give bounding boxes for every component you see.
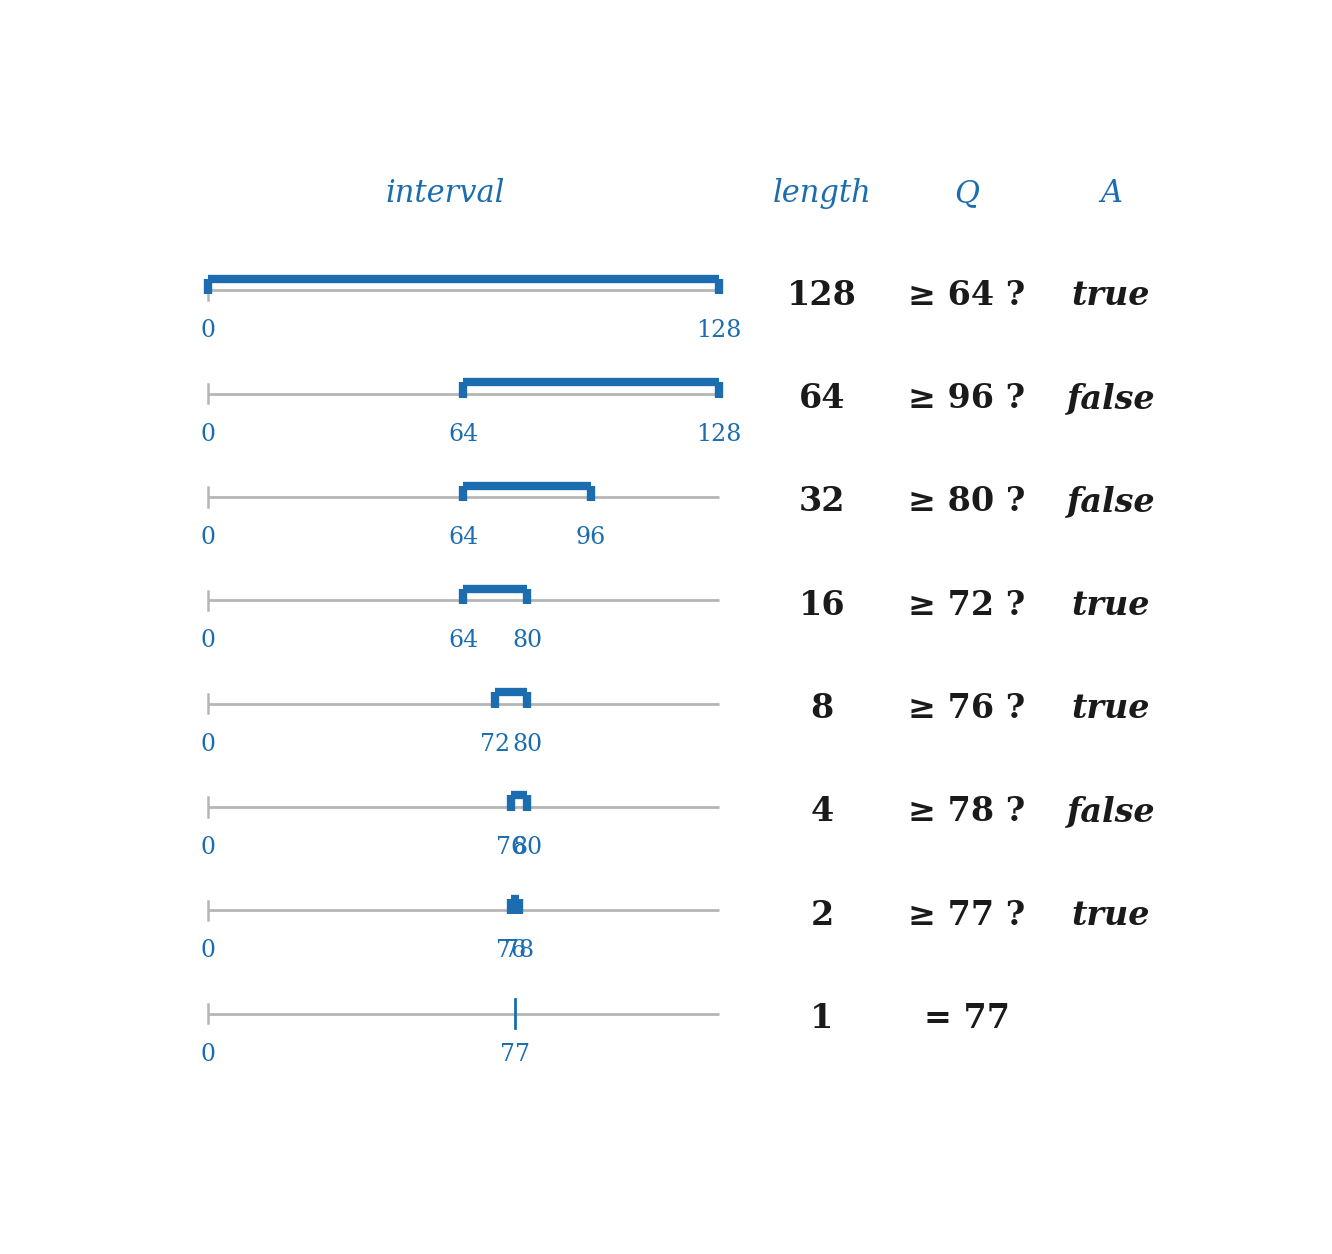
Text: 64: 64 (448, 423, 478, 445)
Text: 128: 128 (787, 278, 856, 312)
Text: ≥ 77 ?: ≥ 77 ? (908, 899, 1026, 932)
Text: 72: 72 (480, 732, 510, 756)
Text: 0: 0 (200, 836, 216, 859)
Text: ≥ 78 ?: ≥ 78 ? (908, 795, 1026, 829)
Text: ≥ 64 ?: ≥ 64 ? (908, 278, 1026, 312)
Text: = 77: = 77 (923, 1002, 1010, 1035)
Text: true: true (1072, 278, 1151, 312)
Text: 76: 76 (496, 836, 526, 859)
Text: 0: 0 (200, 1042, 216, 1066)
Text: 0: 0 (200, 630, 216, 652)
Text: ≥ 80 ?: ≥ 80 ? (908, 485, 1026, 518)
Text: 32: 32 (799, 485, 846, 518)
Text: A: A (1100, 178, 1122, 209)
Text: ≥ 72 ?: ≥ 72 ? (908, 589, 1026, 622)
Text: 80: 80 (511, 732, 542, 756)
Text: length: length (773, 178, 871, 209)
Text: false: false (1067, 485, 1155, 518)
Text: 8: 8 (810, 692, 834, 725)
Text: 64: 64 (799, 382, 846, 415)
Text: 77: 77 (501, 1042, 530, 1066)
Text: 4: 4 (810, 795, 834, 829)
Text: false: false (1067, 382, 1155, 415)
Text: ≥ 96 ?: ≥ 96 ? (908, 382, 1026, 415)
Text: 128: 128 (697, 423, 742, 445)
Text: true: true (1072, 899, 1151, 932)
Text: 80: 80 (511, 836, 542, 859)
Text: false: false (1067, 795, 1155, 829)
Text: 0: 0 (200, 423, 216, 445)
Text: 1: 1 (810, 1002, 834, 1035)
Text: 80: 80 (511, 630, 542, 652)
Text: 64: 64 (448, 527, 478, 549)
Text: 0: 0 (200, 732, 216, 756)
Text: Q: Q (954, 178, 979, 209)
Text: 78: 78 (503, 939, 534, 962)
Text: true: true (1072, 589, 1151, 622)
Text: 16: 16 (799, 589, 846, 622)
Text: 64: 64 (448, 630, 478, 652)
Text: 128: 128 (697, 320, 742, 342)
Text: 2: 2 (810, 899, 834, 932)
Text: interval: interval (385, 178, 505, 209)
Text: true: true (1072, 692, 1151, 725)
Text: 96: 96 (575, 527, 606, 549)
Text: 0: 0 (200, 320, 216, 342)
Text: ≥ 76 ?: ≥ 76 ? (908, 692, 1026, 725)
Text: 76: 76 (496, 939, 526, 962)
Text: 0: 0 (200, 527, 216, 549)
Text: 0: 0 (200, 939, 216, 962)
